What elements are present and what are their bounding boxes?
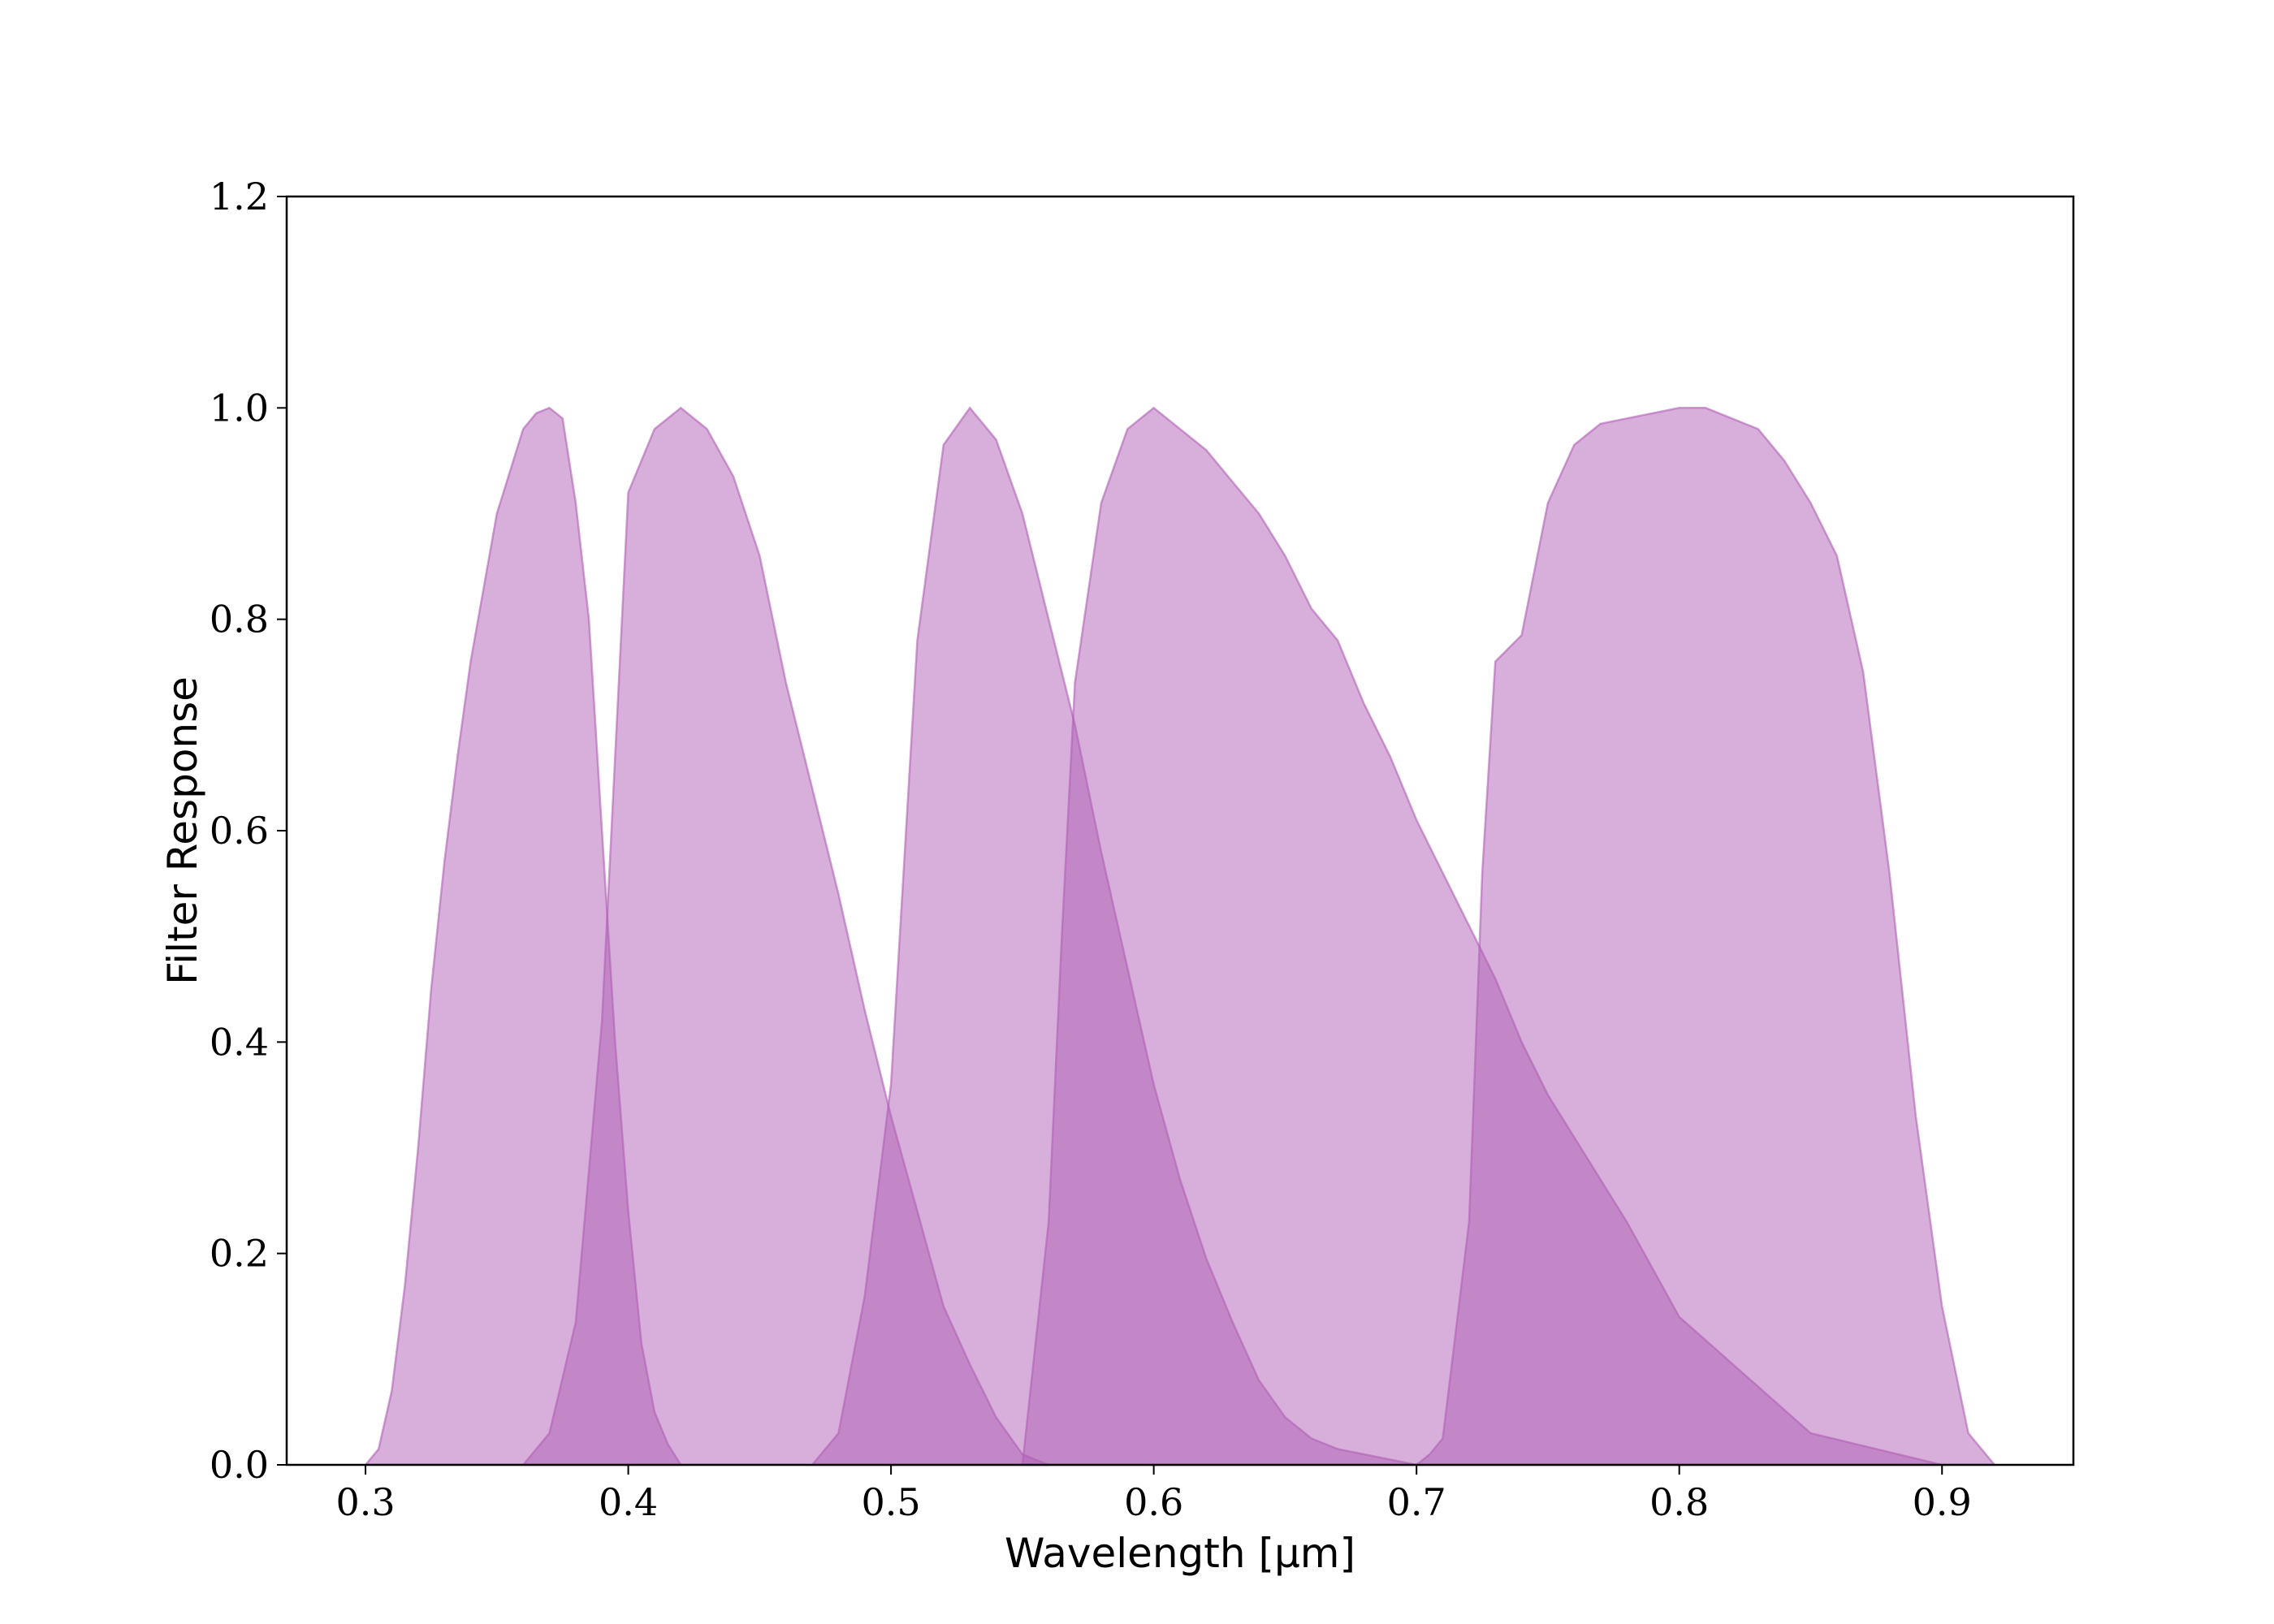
x-axis-ticks: 0.3 0.4 0.5 0.6 0.7 0.8 0.9 — [335, 1465, 1972, 1524]
y-tick-label: 0.8 — [210, 598, 269, 641]
y-axis-ticks: 0.0 0.2 0.4 0.6 0.8 1.0 1.2 — [210, 175, 287, 1487]
y-axis-label: Filter Response — [159, 676, 206, 985]
x-tick-label: 0.7 — [1387, 1480, 1446, 1524]
filter-curves — [363, 406, 1997, 1466]
filter-curve-5 — [1413, 407, 1997, 1466]
y-tick-label: 0.4 — [210, 1020, 269, 1064]
y-tick-label: 0.0 — [210, 1443, 269, 1487]
x-tick-label: 0.6 — [1124, 1480, 1183, 1524]
x-axis-label: Wavelength [μm] — [1005, 1530, 1355, 1577]
x-tick-label: 0.9 — [1913, 1480, 1972, 1524]
x-tick-label: 0.8 — [1649, 1480, 1709, 1524]
x-tick-label: 0.5 — [862, 1480, 921, 1524]
y-tick-label: 0.2 — [210, 1232, 269, 1276]
x-tick-label: 0.4 — [599, 1480, 658, 1524]
x-tick-label: 0.3 — [335, 1480, 395, 1524]
y-tick-label: 0.6 — [210, 809, 269, 853]
y-tick-label: 1.0 — [210, 386, 269, 430]
y-tick-label: 1.2 — [210, 175, 269, 218]
